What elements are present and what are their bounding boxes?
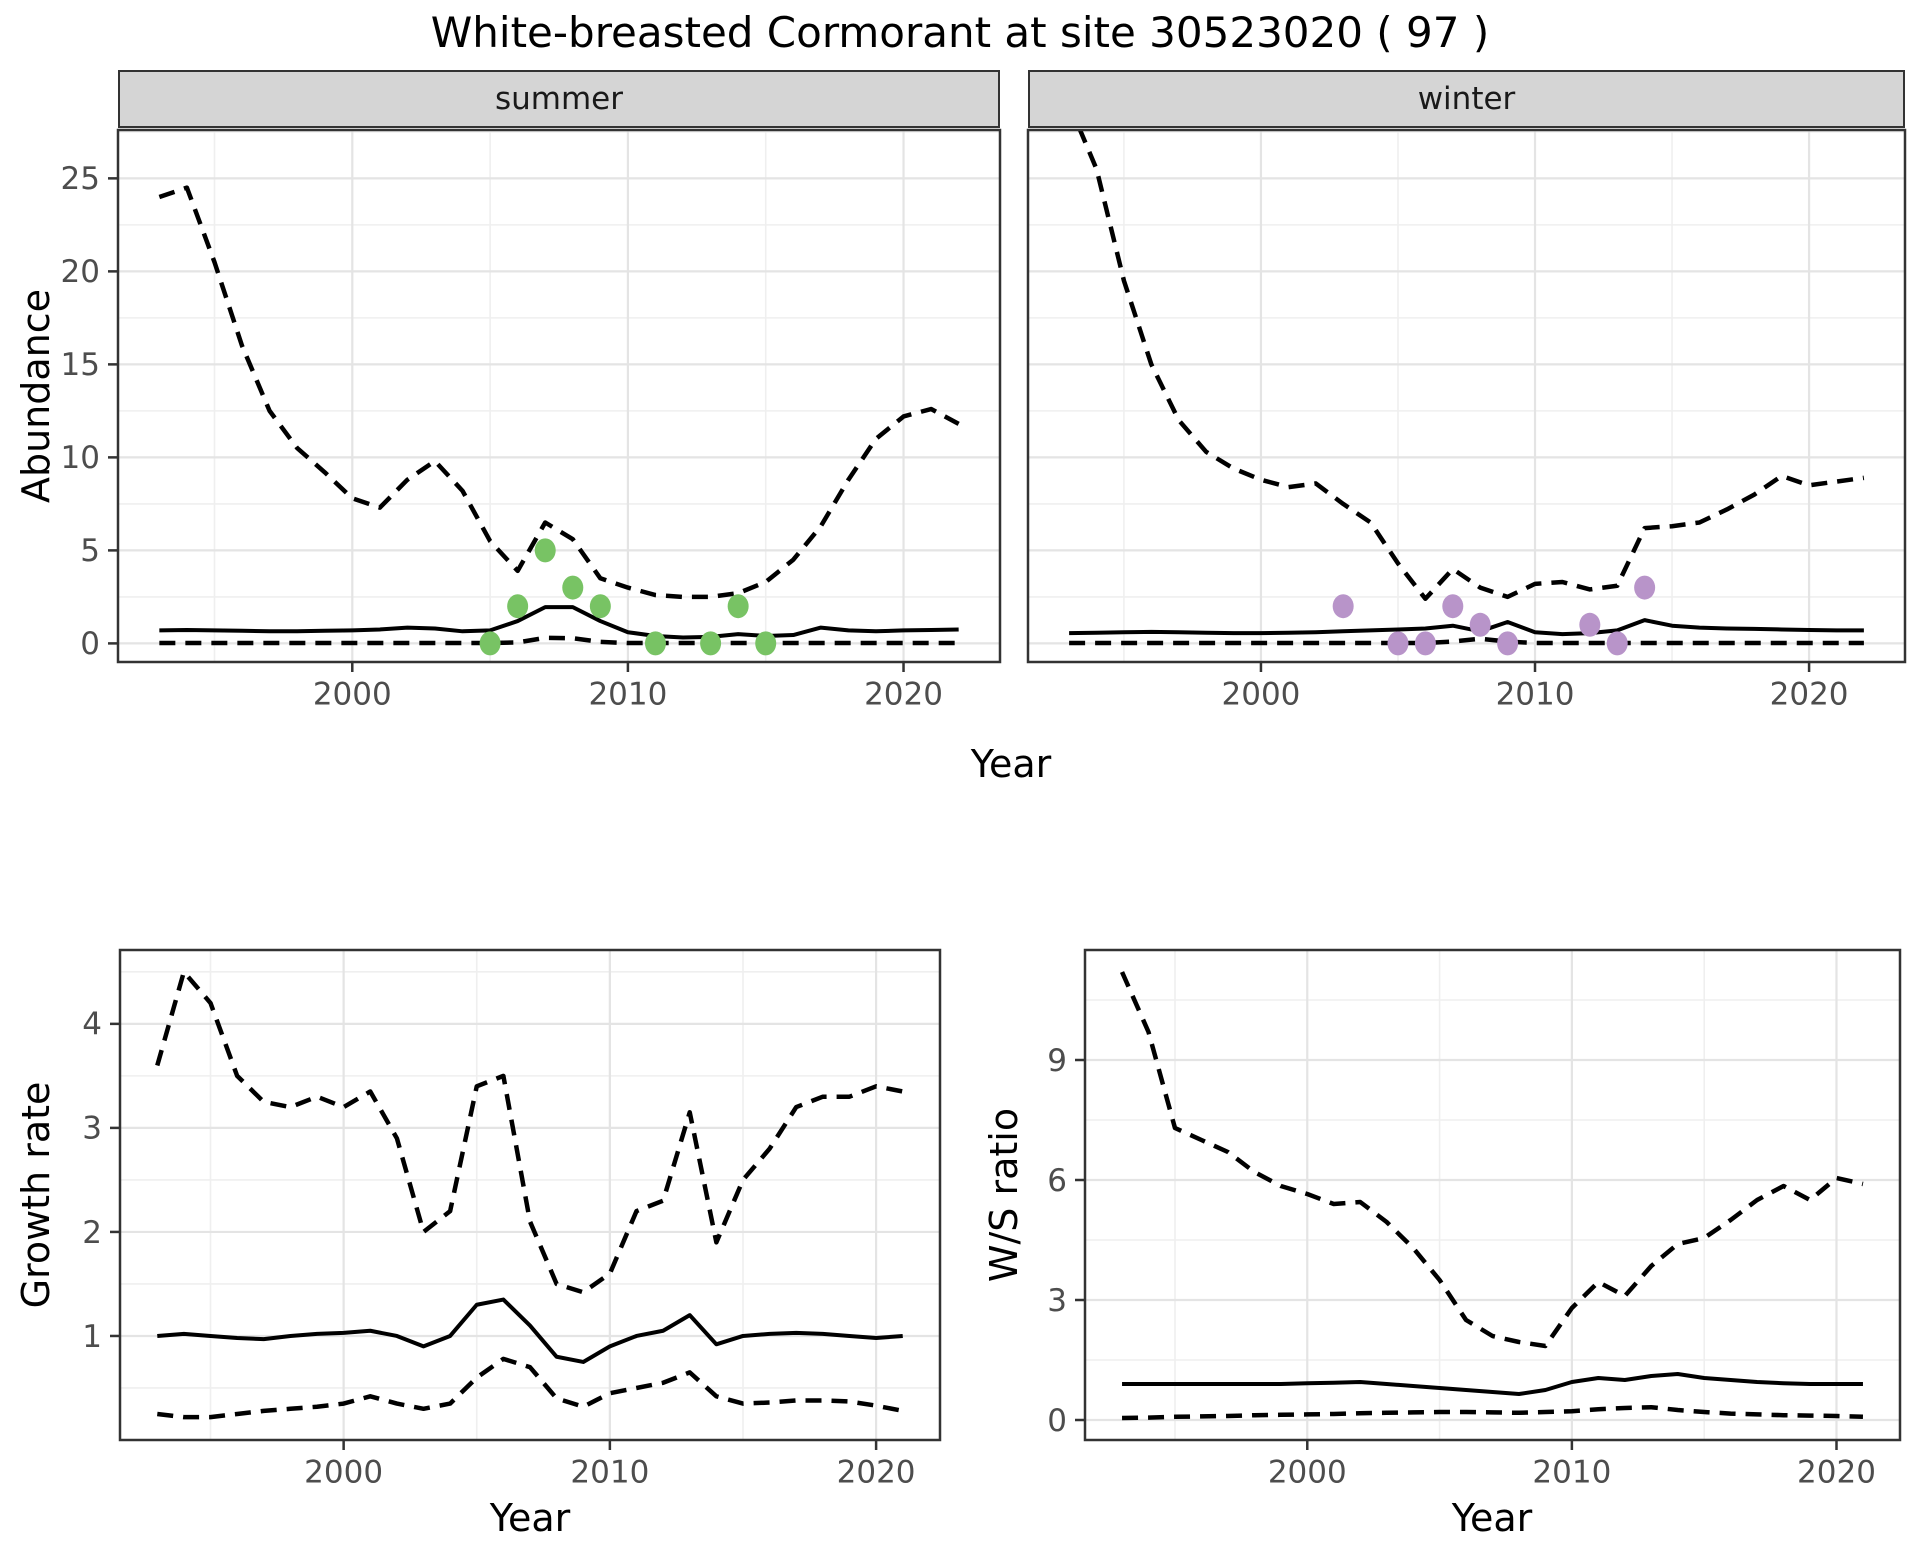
svg-text:2020: 2020 — [864, 676, 943, 712]
abundance-winter-observation-point — [1332, 594, 1354, 619]
abundance-summer-upper_ci-line — [158, 185, 960, 600]
svg-text:2: 2 — [82, 1215, 102, 1251]
growth-rate-series — [155, 969, 904, 1420]
facet-strip-summer-label: summer — [494, 81, 623, 117]
abundance-winter-observation-point — [1414, 631, 1436, 656]
abundance-summer-median-line — [159, 605, 959, 640]
abundance-winter-observation-point — [1387, 631, 1409, 656]
svg-text:0: 0 — [80, 626, 100, 662]
svg-text:2000: 2000 — [1268, 1454, 1347, 1490]
svg-text:5: 5 — [80, 533, 100, 569]
chart-growth-rate: 2000 2010 2020 1 2 3 4 — [82, 948, 942, 1490]
svg-text:2010: 2010 — [588, 676, 667, 712]
svg-text:4: 4 — [82, 1007, 102, 1043]
growth-rate-upper_ci-line — [155, 969, 904, 1295]
svg-text:2010: 2010 — [1496, 676, 1575, 712]
facet-strip-summer: summer — [118, 70, 1000, 128]
abundance-winter-observation-point — [1497, 631, 1519, 656]
svg-text:9: 9 — [1047, 1043, 1067, 1079]
ws-ratio-series — [1119, 971, 1864, 1421]
chart-abundance-summer: 2000 2010 2020 0 5 10 15 20 25 — [61, 128, 1002, 712]
growth-rate-median-line — [157, 1297, 903, 1364]
abundance-summer-lower_ci-line — [159, 635, 959, 646]
abundance-summer-observation-point — [644, 631, 666, 656]
abundance-winter-upper_ci-line — [1077, 130, 1865, 602]
y-axis-title-abundance: Abundance — [14, 288, 58, 504]
x-axis-title-year-growth: Year — [489, 1496, 571, 1540]
ws-ratio-lower_ci-line — [1122, 1404, 1864, 1421]
abundance-summer-series — [158, 185, 960, 656]
chart-title: White-breasted Cormorant at site 3052302… — [430, 8, 1490, 57]
svg-text:0: 0 — [1047, 1403, 1067, 1439]
chart-abundance-winter: 2000 2010 2020 — [1026, 128, 1907, 712]
ws-ratio-median-line — [1122, 1372, 1863, 1396]
abundance-winter-lower_ci-line — [1069, 636, 1864, 646]
abundance-winter-median-line — [1069, 618, 1864, 637]
facet-strip-winter-label: winter — [1417, 81, 1516, 117]
x-axis-title-year-top: Year — [970, 742, 1052, 786]
growth-rate-lower_ci-line — [157, 1356, 904, 1420]
svg-text:3: 3 — [82, 1111, 102, 1147]
svg-text:6: 6 — [1047, 1163, 1067, 1199]
abundance-winter-observation-point — [1469, 612, 1491, 637]
abundance-winter-series — [1069, 130, 1865, 656]
abundance-summer-observation-point — [755, 631, 777, 656]
y-axis-title-growth-rate: Growth rate — [14, 1081, 58, 1309]
abundance-winter-observation-point — [1579, 612, 1601, 637]
svg-text:10: 10 — [61, 440, 100, 476]
ws-ratio-upper_ci-line — [1119, 971, 1864, 1349]
abundance-summer-observation-point — [562, 575, 584, 600]
y-axis-title-ws-ratio: W/S ratio — [982, 1107, 1026, 1283]
svg-text:2000: 2000 — [313, 676, 392, 712]
svg-text:2010: 2010 — [570, 1454, 649, 1490]
svg-text:3: 3 — [1047, 1283, 1067, 1319]
svg-text:2000: 2000 — [1222, 676, 1301, 712]
abundance-winter-observation-point — [1442, 594, 1464, 619]
svg-text:15: 15 — [61, 347, 100, 383]
svg-text:25: 25 — [61, 161, 100, 197]
svg-text:2020: 2020 — [1770, 676, 1849, 712]
svg-text:20: 20 — [61, 254, 100, 290]
facet-strip-winter: winter — [1028, 70, 1905, 128]
svg-text:2010: 2010 — [1532, 1454, 1611, 1490]
abundance-winter-observation-point — [1606, 631, 1628, 656]
abundance-winter-observation-point — [1634, 575, 1656, 600]
abundance-summer-observation-point — [589, 594, 611, 619]
svg-text:2020: 2020 — [837, 1454, 916, 1490]
x-axis-title-year-ws: Year — [1451, 1496, 1533, 1540]
svg-text:2000: 2000 — [304, 1454, 383, 1490]
abundance-summer-observation-point — [534, 538, 556, 563]
abundance-summer-observation-point — [479, 631, 501, 656]
svg-text:1: 1 — [82, 1319, 102, 1355]
abundance-summer-observation-point — [727, 594, 749, 619]
abundance-summer-observation-point — [700, 631, 722, 656]
abundance-summer-observation-point — [507, 594, 529, 619]
svg-text:2020: 2020 — [1797, 1454, 1876, 1490]
chart-ws-ratio: 2000 2010 2020 0 3 6 9 — [1047, 948, 1902, 1490]
